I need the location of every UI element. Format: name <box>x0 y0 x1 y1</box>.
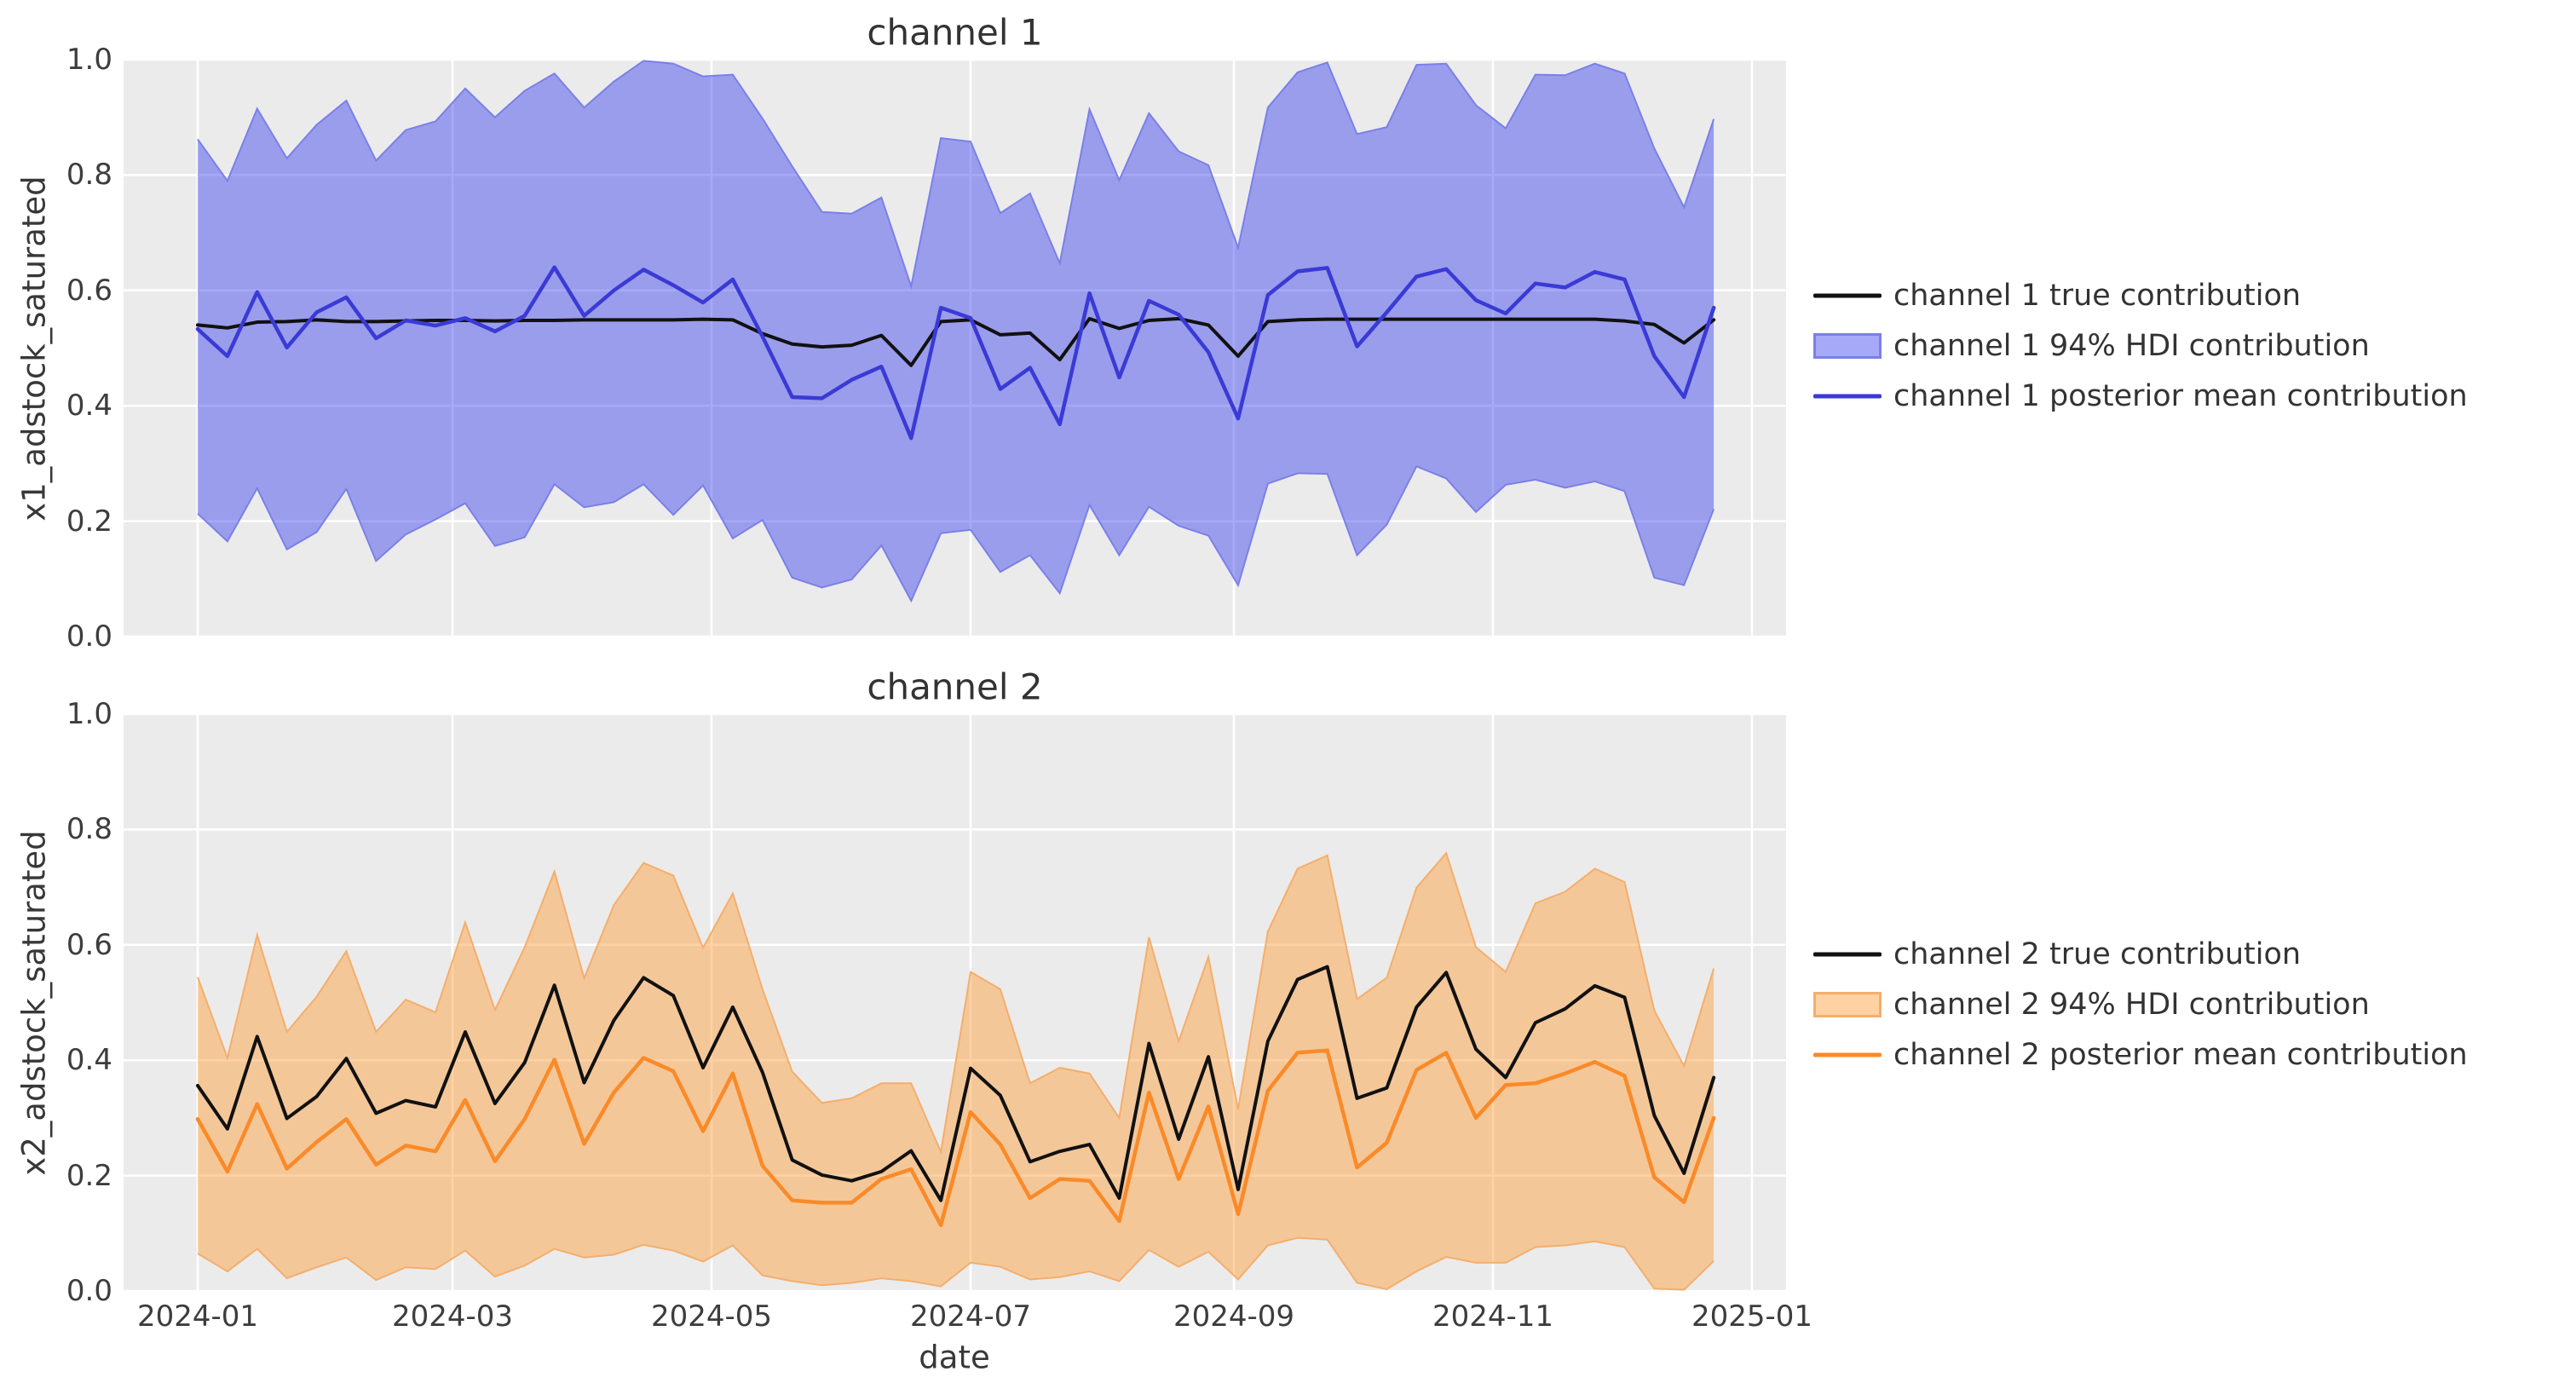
legend-label: channel 2 94% HDI contribution <box>1893 988 2370 1022</box>
x-tick-label: 2024-09 <box>1173 1299 1295 1334</box>
legend-label: channel 2 posterior mean contribution <box>1893 1038 2468 1072</box>
y-axis-label-x1: x1_adstock_saturated <box>15 175 53 522</box>
y-tick-label: 0.6 <box>66 927 112 962</box>
posterior-mean-line <box>195 265 1716 441</box>
y-tick-label: 0.0 <box>66 1274 112 1308</box>
legend-label: channel 1 true contribution <box>1893 279 2302 313</box>
hdi-band-upper-edge <box>197 851 1715 1155</box>
legend-band-swatch <box>1813 333 1882 359</box>
y-tick-label: 0.8 <box>66 812 112 847</box>
x-tick-label: 2024-07 <box>909 1299 1032 1334</box>
x-tick-label: 2024-11 <box>1432 1299 1554 1334</box>
legend-label: channel 1 posterior mean contribution <box>1893 379 2468 413</box>
legend-line-swatch <box>1813 1052 1882 1057</box>
y-tick-label: 0.8 <box>66 158 112 193</box>
plot-area-channel-1 <box>124 60 1786 637</box>
legend-line-swatch <box>1813 952 1882 957</box>
y-tick-label: 0.6 <box>66 273 112 308</box>
chart-title-channel-2: channel 2 <box>867 666 1043 708</box>
legend-label: channel 1 94% HDI contribution <box>1893 329 2370 363</box>
posterior-mean-line <box>195 1048 1716 1228</box>
y-tick-label: 1.0 <box>66 43 112 77</box>
legend-band-swatch <box>1813 992 1882 1017</box>
x-tick-label: 2025-01 <box>1691 1299 1813 1334</box>
x-tick-label: 2024-03 <box>391 1299 514 1334</box>
y-tick-label: 0.2 <box>66 504 112 539</box>
hdi-band-lower-edge <box>197 1236 1714 1291</box>
true-contribution-line <box>196 965 1716 1202</box>
x-tick-label: 2024-05 <box>650 1299 773 1334</box>
plot-area-channel-2 <box>124 714 1786 1291</box>
plot-svg-1 <box>124 60 1786 637</box>
x-axis-label-date: date <box>919 1339 990 1376</box>
y-tick-label: 1.0 <box>66 697 112 731</box>
plot-svg-2 <box>124 714 1786 1291</box>
y-tick-label: 0.4 <box>66 1043 112 1078</box>
hdi-band <box>198 853 1714 1290</box>
x-tick-label: 2024-01 <box>136 1299 259 1334</box>
hdi-band-upper-edge <box>197 60 1715 290</box>
hdi-band-lower-edge <box>197 465 1715 603</box>
y-axis-label-x2: x2_adstock_saturated <box>15 829 53 1176</box>
hdi-band <box>198 61 1714 602</box>
y-tick-label: 0.4 <box>66 389 112 424</box>
y-tick-label: 0.0 <box>66 619 112 654</box>
legend-line-swatch <box>1813 394 1882 399</box>
chart-title-channel-1: channel 1 <box>867 11 1043 54</box>
legend-label: channel 2 true contribution <box>1893 937 2302 971</box>
legend-line-swatch <box>1813 293 1882 298</box>
y-tick-label: 0.2 <box>66 1158 112 1193</box>
